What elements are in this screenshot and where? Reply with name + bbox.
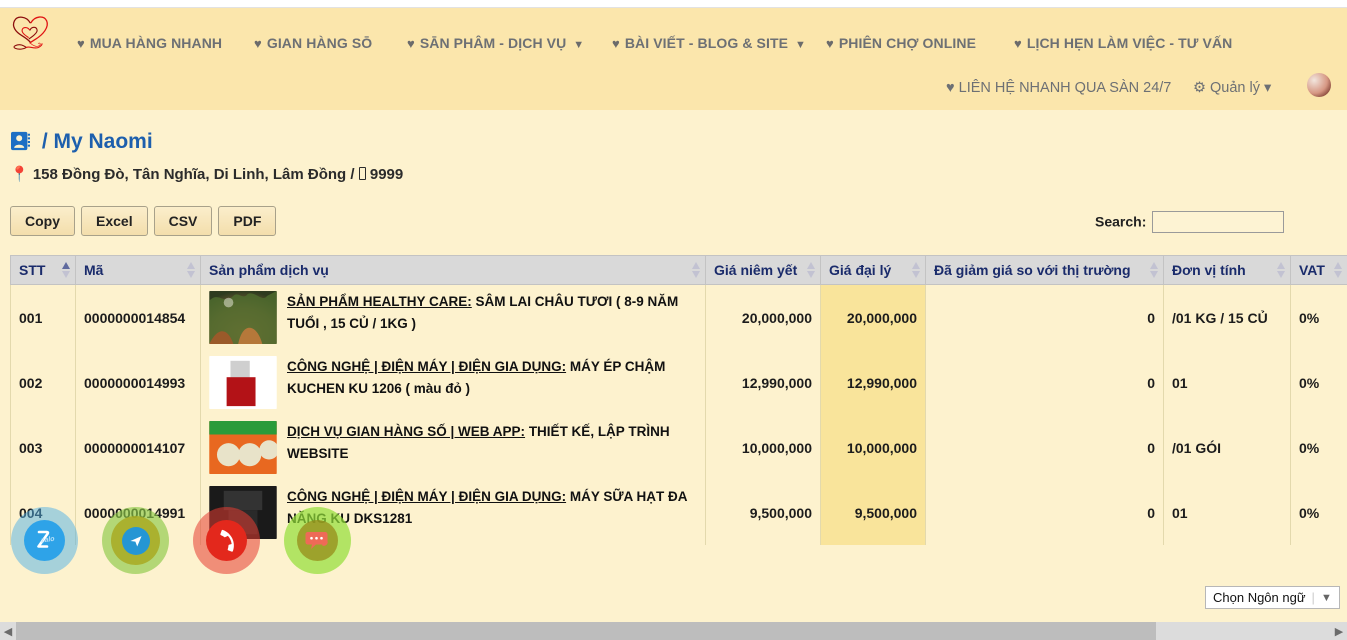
svg-text:zalo: zalo xyxy=(39,535,55,544)
